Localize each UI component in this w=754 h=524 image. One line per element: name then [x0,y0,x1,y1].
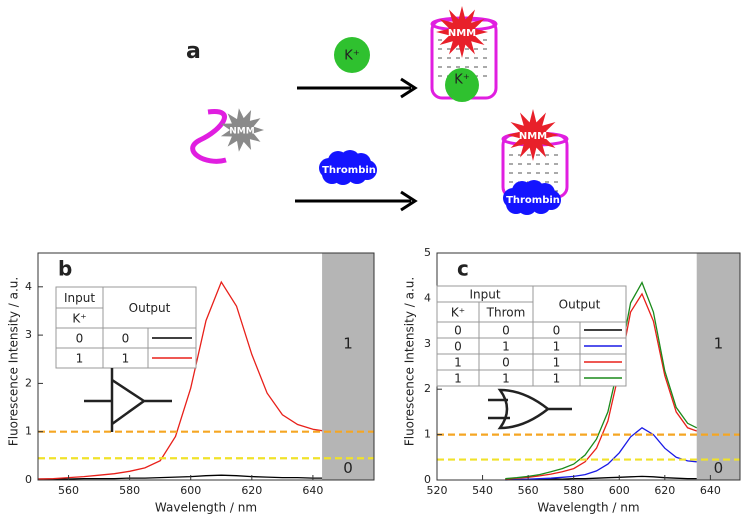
table-text: 0 [76,332,84,346]
aptamer-strand [190,109,227,164]
x-axis-title: Wavelength / nm [537,501,639,515]
spectrum-line [38,474,323,480]
panel-label: b [58,257,72,281]
y-tick-label: 3 [25,328,32,341]
band-label: 0 [714,459,724,477]
x-tick-label: 580 [563,484,584,497]
table-text: 0 [122,332,130,346]
table-text: Output [129,301,171,315]
table-text: Output [559,298,601,312]
ion [445,68,479,102]
x-tick-label: 580 [119,484,140,497]
dye-star [220,108,264,152]
table-text: K⁺ [72,312,86,326]
x-tick-label: 620 [654,484,675,497]
x-tick-label: 560 [58,484,79,497]
band-label: 1 [343,334,353,352]
buffer-gate [84,368,172,432]
table-cell [102,286,197,329]
y-tick-label: 0 [25,473,32,486]
table-text: 1 [502,372,510,386]
y-tick-label: 1 [424,428,431,441]
x-tick-label: 600 [609,484,630,497]
dye-star [436,6,488,58]
x-tick-label: 640 [700,484,721,497]
x-tick-label: 520 [427,484,448,497]
y-tick-label: 2 [25,376,32,389]
table-text: 1 [76,352,84,366]
y-tick-label: 4 [424,291,431,304]
plot-frame [37,252,375,481]
spectrum-line [505,280,697,480]
table-text: 0 [454,324,462,338]
x-tick-label: 600 [180,484,201,497]
y-tick-label: 5 [424,246,431,259]
table-text: 1 [553,356,561,370]
ion-label: K⁺ [454,73,469,88]
dye-label: NMM [229,127,254,137]
y-tick-label: 4 [25,280,32,293]
table-text: 1 [553,372,561,386]
x-axis-title: Wavelength / nm [155,501,257,515]
table-text: 0 [502,324,510,338]
x-tick-label: 540 [472,484,493,497]
y-tick-label: 3 [424,337,431,350]
y-axis-title: Fluorescence Intensity / a.u. [403,277,417,446]
band-label: 0 [343,459,353,477]
dye-star [507,109,559,161]
y-tick-label: 2 [424,382,431,395]
output-band [696,253,740,480]
protein-blob [506,194,526,214]
table-text: 0 [553,324,561,338]
y-tick-label: 0 [424,473,431,486]
x-tick-label: 560 [518,484,539,497]
band-label: 1 [714,334,724,352]
table-text: Input [469,288,500,302]
panel-label: c [457,257,469,281]
table-text: Throm [486,306,526,320]
table-text: Input [64,291,95,305]
x-tick-label: 640 [302,484,323,497]
arrow-head [400,77,418,99]
table-text: K⁺ [451,306,465,320]
ion [334,37,370,73]
y-tick-label: 1 [25,425,32,438]
table-text: 1 [454,356,462,370]
x-tick-label: 620 [241,484,262,497]
dye-label: NMM [448,28,476,39]
table-text: 0 [502,356,510,370]
dye-label: NMM [519,131,547,142]
spectrum-line [505,427,697,481]
table-text: 1 [502,340,510,354]
panel-label: a [186,39,201,64]
or-gate [488,388,572,430]
protein-label: Thrombin [322,165,376,176]
output-band [322,253,374,480]
table-text: 0 [454,340,462,354]
table-cell [532,285,627,323]
protein-label: Thrombin [506,195,560,206]
spectrum-line [37,280,323,480]
arrow-head [400,190,418,212]
table-text: 1 [454,372,462,386]
protein-blob [322,164,342,184]
table-text: 1 [122,352,130,366]
ion-label: K⁺ [344,49,359,64]
y-axis-title: Fluorescence Intensity / a.u. [7,277,21,446]
table-text: 1 [553,340,561,354]
